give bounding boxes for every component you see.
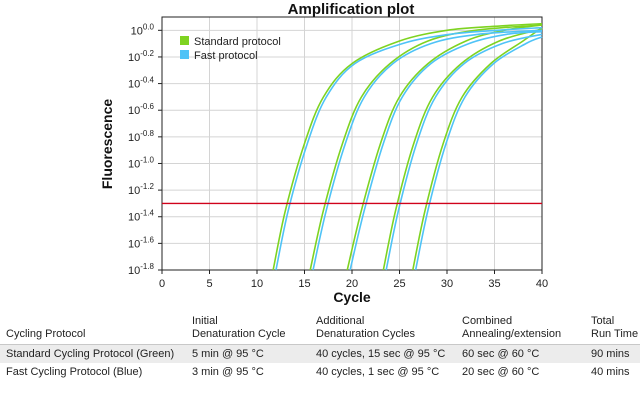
y-tick-label: 10-0.8 <box>128 129 155 144</box>
fast-protocol-curve-1 <box>275 26 543 271</box>
x-tick-label: 25 <box>393 278 405 290</box>
standard-protocol-curve-5 <box>412 26 543 271</box>
x-axis-label: Cycle <box>333 289 371 305</box>
y-tick-label: 10-0.6 <box>128 102 155 117</box>
legend-label: Fast protocol <box>194 50 258 62</box>
table-cell: 90 mins <box>585 344 640 363</box>
table-cell: 60 sec @ 60 °C <box>456 344 585 363</box>
legend-label: Standard protocol <box>194 36 281 48</box>
column-header: Cycling Protocol <box>0 314 186 345</box>
x-tick-label: 35 <box>488 278 500 290</box>
column-header-line: Cycling Protocol <box>6 328 86 340</box>
column-header-line: Annealing/extension <box>462 328 562 340</box>
y-axis-ticks: 100.0 10-0.2 10-0.4 10-0.6 10-0.8 10-1.0 10-1.… <box>128 22 162 277</box>
column-header-line: Combined <box>462 315 513 327</box>
column-header-line: Additional <box>316 315 365 327</box>
table-cell: Fast Cycling Protocol (Blue) <box>6 366 143 378</box>
table-cell: 3 min @ 95 °C <box>192 366 264 378</box>
table-header-row: Cycling Protocol Initial Denaturation Cycl… <box>0 314 640 345</box>
table-body: Standard Cycling Protocol (Green) 5 min @… <box>0 344 640 382</box>
y-tick-label: 10-0.4 <box>128 76 155 91</box>
standard-protocol-curve-1 <box>272 22 543 271</box>
standard-protocol-curve-2 <box>309 24 543 271</box>
table-cell: 40 mins <box>591 366 630 378</box>
column-header-line: Run Time <box>591 328 639 340</box>
x-tick-label: 5 <box>206 278 212 290</box>
legend-swatch <box>180 50 189 59</box>
x-tick-label: 20 <box>346 278 358 290</box>
x-tick-label: 0 <box>159 278 165 290</box>
y-tick-label: 10-1.0 <box>128 155 155 170</box>
x-tick-label: 40 <box>536 278 548 290</box>
column-header: Initial Denaturation Cycle <box>186 314 310 345</box>
column-header-line: Total <box>591 315 615 327</box>
legend-swatch <box>180 36 189 45</box>
amplification-curves <box>272 22 543 271</box>
y-tick-label: 100.0 <box>131 22 155 37</box>
y-axis-label: Fluorescence <box>99 99 115 189</box>
table-cell: 20 sec @ 60 °C <box>462 366 540 378</box>
legend: Standard protocol Fast protocol <box>180 36 281 62</box>
x-axis-ticks: 0 5 10 15 20 25 30 35 40 <box>159 270 548 290</box>
standard-protocol-curve-4 <box>382 28 543 271</box>
y-tick-label: 10-0.2 <box>128 49 155 64</box>
x-tick-label: 10 <box>251 278 263 290</box>
column-header: Additional Denaturation Cycles <box>310 314 456 345</box>
fast-protocol-curve-4 <box>385 33 543 271</box>
y-tick-label: 10-1.4 <box>128 209 155 224</box>
amplification-chart: Amplification plot 0 5 10 15 20 25 30 35 40 100.… <box>99 1 548 305</box>
column-header-line: Initial <box>192 315 218 327</box>
table-row: Standard Cycling Protocol (Green) 5 min @… <box>0 344 640 363</box>
y-tick-label: 10-1.8 <box>128 262 155 277</box>
x-tick-label: 15 <box>298 278 310 290</box>
table-cell: 40 cycles, 15 sec @ 95 °C <box>310 344 456 363</box>
fast-protocol-curve-5 <box>414 36 543 271</box>
y-tick-label: 10-1.2 <box>128 182 155 197</box>
x-tick-label: 30 <box>441 278 453 290</box>
column-header: Total Run Time <box>585 314 640 345</box>
column-header-line: Denaturation Cycles <box>316 328 416 340</box>
table-cell: 5 min @ 95 °C <box>186 344 310 363</box>
table-row: Fast Cycling Protocol (Blue) 3 min @ 95 °… <box>0 363 640 381</box>
chart-title: Amplification plot <box>288 1 415 18</box>
table-cell: 40 cycles, 1 sec @ 95 °C <box>316 366 440 378</box>
cycling-protocol-table: Cycling Protocol Initial Denaturation Cycl… <box>0 314 640 381</box>
y-tick-label: 10-1.6 <box>128 235 155 250</box>
table-cell: Standard Cycling Protocol (Green) <box>0 344 186 363</box>
column-header-line: Denaturation Cycle <box>192 328 286 340</box>
column-header: Combined Annealing/extension <box>456 314 585 345</box>
